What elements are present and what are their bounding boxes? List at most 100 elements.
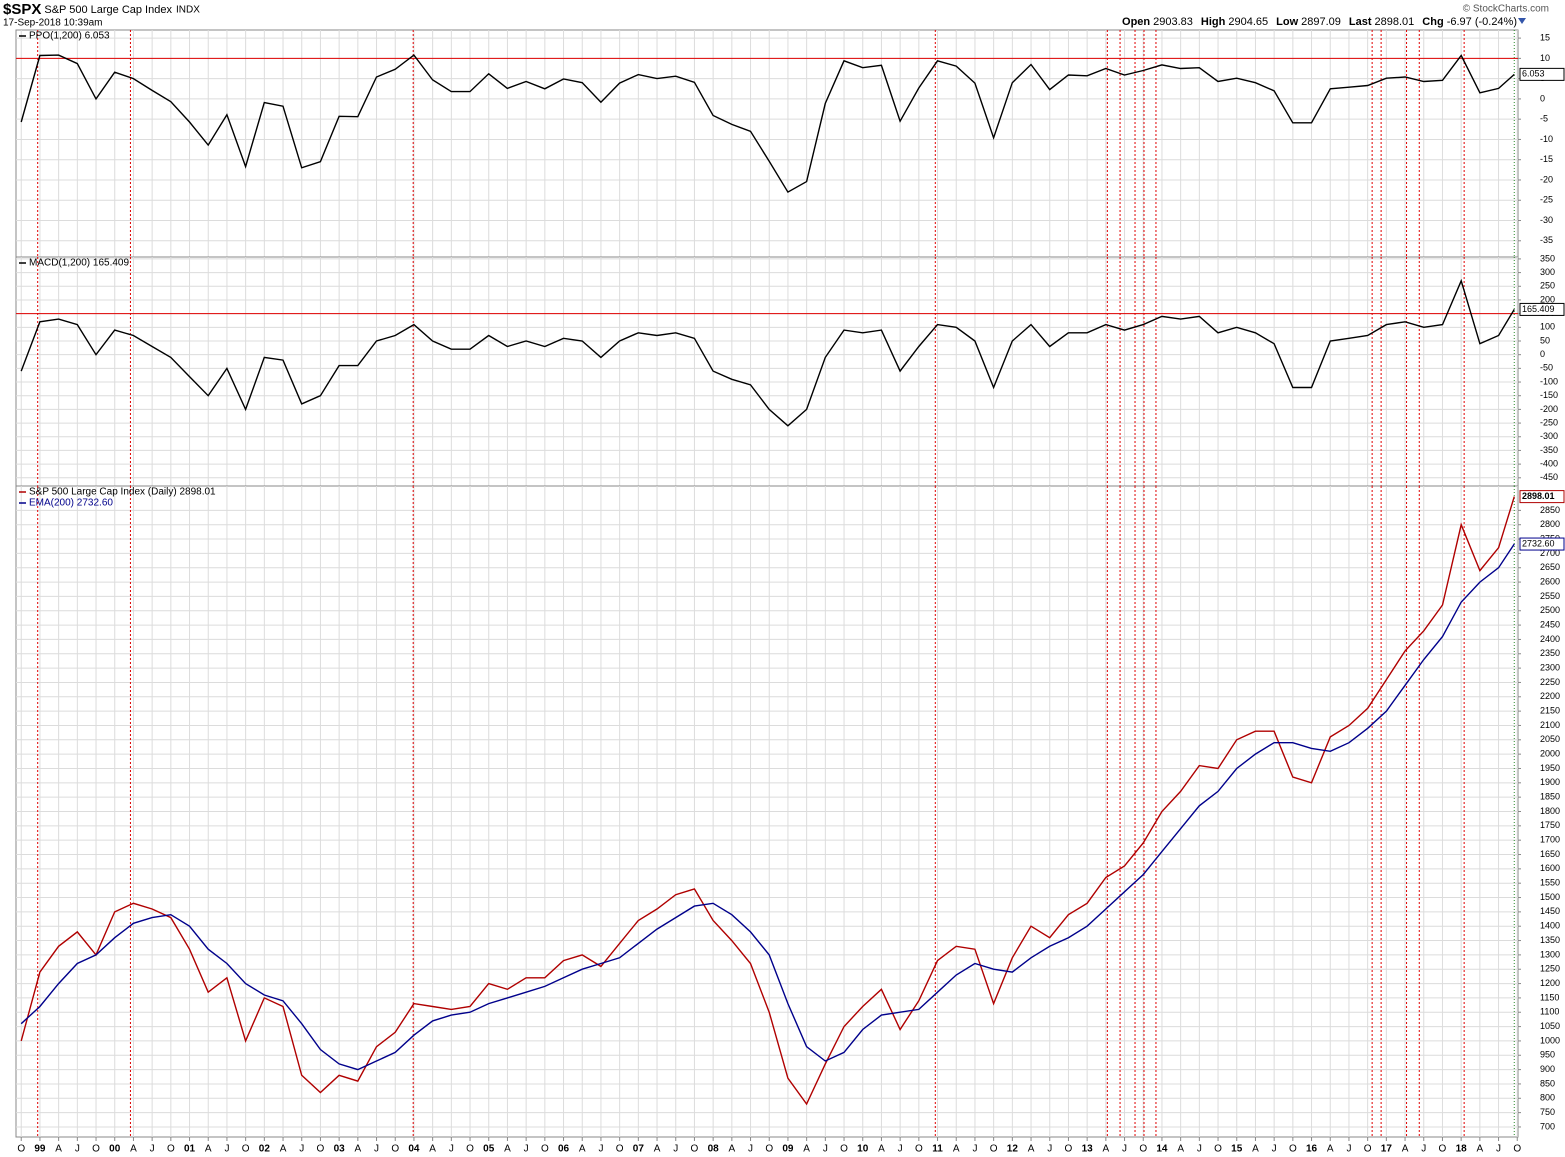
x-tick-label: 15 xyxy=(1231,1144,1243,1155)
y-tick-label: 1500 xyxy=(1540,892,1560,902)
x-tick-label: O xyxy=(840,1144,848,1155)
y-tick-label: 200 xyxy=(1540,294,1555,304)
y-tick-label: 1350 xyxy=(1540,935,1560,945)
x-tick-label: 11 xyxy=(932,1144,943,1155)
y-tick-label: 2300 xyxy=(1540,662,1560,672)
x-tick-label: A xyxy=(1028,1144,1035,1155)
x-tick-label: A xyxy=(878,1144,885,1155)
x-tick-label: O xyxy=(391,1144,399,1155)
x-tick-label: J xyxy=(748,1144,753,1155)
x-tick-label: 08 xyxy=(708,1144,720,1155)
y-tick-label: 250 xyxy=(1540,281,1555,291)
y-tick-label: -5 xyxy=(1540,114,1548,124)
last-value-tag xyxy=(1519,537,1565,551)
quote-label: Low xyxy=(1276,16,1298,28)
x-tick-label: A xyxy=(579,1144,586,1155)
x-tick-label: 01 xyxy=(184,1144,196,1155)
x-tick-label: A xyxy=(1103,1144,1110,1155)
y-tick-label: -35 xyxy=(1540,235,1553,245)
y-tick-label: -25 xyxy=(1540,195,1553,205)
x-tick-label: A xyxy=(654,1144,661,1155)
series-line xyxy=(20,54,1515,194)
x-tick-label: J xyxy=(823,1144,828,1155)
x-tick-label: A xyxy=(953,1144,960,1155)
x-tick-label: A xyxy=(205,1144,212,1155)
y-tick-label: 1900 xyxy=(1540,777,1560,787)
x-tick-label: 12 xyxy=(1007,1144,1019,1155)
y-tick-label: 2500 xyxy=(1540,605,1560,615)
y-tick-label: 2600 xyxy=(1540,576,1560,586)
x-tick-label: O xyxy=(1214,1144,1222,1155)
quote-label: Last xyxy=(1349,16,1372,28)
y-tick-label: 100 xyxy=(1540,322,1555,332)
y-tick-label: 2450 xyxy=(1540,619,1560,629)
x-tick-label: J xyxy=(449,1144,454,1155)
x-tick-label: A xyxy=(1402,1144,1409,1155)
y-tick-label: 950 xyxy=(1540,1050,1555,1060)
y-tick-label: 2100 xyxy=(1540,720,1560,730)
series-line xyxy=(20,543,1515,1071)
y-tick-label: 1950 xyxy=(1540,763,1560,773)
y-tick-label: 1300 xyxy=(1540,949,1560,959)
x-tick-label: 02 xyxy=(259,1144,271,1155)
y-tick-label: 1200 xyxy=(1540,978,1560,988)
x-tick-label: A xyxy=(280,1144,287,1155)
x-tick-label: O xyxy=(92,1144,100,1155)
y-tick-label: -350 xyxy=(1540,445,1558,455)
x-tick-label: 04 xyxy=(408,1144,420,1155)
y-tick-label: 1050 xyxy=(1540,1021,1560,1031)
y-tick-label: -100 xyxy=(1540,376,1558,386)
dropdown-arrow[interactable] xyxy=(1518,18,1526,24)
y-tick-label: 0 xyxy=(1540,93,1545,103)
y-tick-label: 1250 xyxy=(1540,964,1560,974)
series-line xyxy=(20,278,1515,427)
y-tick-label: 900 xyxy=(1540,1064,1555,1074)
x-tick-label: O xyxy=(1364,1144,1372,1155)
x-tick-label: J xyxy=(1122,1144,1127,1155)
security-name: S&P 500 Large Cap Index xyxy=(44,4,172,16)
x-tick-label: O xyxy=(691,1144,699,1155)
panel-background xyxy=(15,29,1519,258)
x-tick-label: J xyxy=(524,1144,529,1155)
x-tick-label: O xyxy=(1439,1144,1447,1155)
x-tick-label: O xyxy=(1289,1144,1297,1155)
quote-value: 2904.65 xyxy=(1228,16,1268,28)
x-tick-label: J xyxy=(75,1144,80,1155)
x-tick-label: A xyxy=(729,1144,736,1155)
quote-value: 2903.83 xyxy=(1153,16,1193,28)
y-tick-label: 2050 xyxy=(1540,734,1560,744)
x-tick-label: 14 xyxy=(1156,1144,1168,1155)
y-tick-label: 0 xyxy=(1540,349,1545,359)
y-tick-label: 1700 xyxy=(1540,835,1560,845)
last-value-label: 2898.01 xyxy=(1522,491,1555,501)
x-tick-label: A xyxy=(1327,1144,1334,1155)
y-tick-label: -200 xyxy=(1540,404,1558,414)
y-tick-label: -50 xyxy=(1540,363,1553,373)
x-tick-label: A xyxy=(1177,1144,1184,1155)
x-tick-label: J xyxy=(1272,1144,1277,1155)
last-value-label: 6.053 xyxy=(1522,69,1545,79)
y-tick-label: 1550 xyxy=(1540,878,1560,888)
last-value-tag xyxy=(1519,302,1565,316)
x-tick-label: 10 xyxy=(857,1144,869,1155)
quote-value: -6.97 (-0.24%) xyxy=(1447,16,1517,28)
x-tick-label: J xyxy=(1346,1144,1351,1155)
x-tick-label: J xyxy=(224,1144,229,1155)
x-tick-label: J xyxy=(972,1144,977,1155)
x-tick-label: J xyxy=(374,1144,379,1155)
y-tick-label: 1750 xyxy=(1540,820,1560,830)
y-tick-label: 1650 xyxy=(1540,849,1560,859)
last-value-label: 2732.60 xyxy=(1522,538,1555,548)
x-tick-label: J xyxy=(1421,1144,1426,1155)
y-tick-label: 750 xyxy=(1540,1107,1555,1117)
x-tick-label: J xyxy=(598,1144,603,1155)
y-tick-label: 1450 xyxy=(1540,906,1560,916)
y-tick-label: 2650 xyxy=(1540,562,1560,572)
y-tick-label: 2000 xyxy=(1540,749,1560,759)
x-tick-label: 07 xyxy=(633,1144,645,1155)
y-tick-label: 2350 xyxy=(1540,648,1560,658)
legend-entry: EMA(200) 2732.60 xyxy=(29,498,113,509)
x-tick-label: A xyxy=(803,1144,810,1155)
x-tick-label: O xyxy=(1065,1144,1073,1155)
